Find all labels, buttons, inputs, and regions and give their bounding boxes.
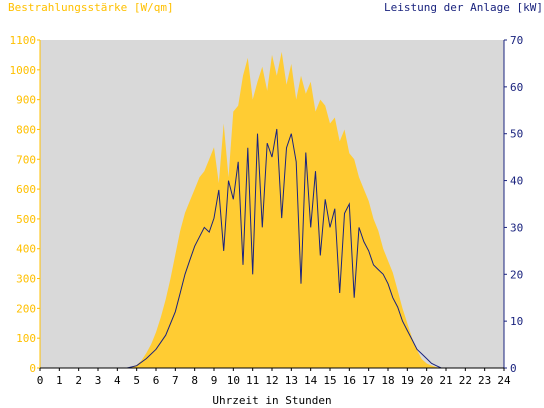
left-tick-label: 500 xyxy=(16,213,36,226)
left-tick-label: 800 xyxy=(16,123,36,136)
right-tick-label: 10 xyxy=(510,315,523,328)
x-tick-label: 16 xyxy=(343,374,356,387)
left-tick-label: 0 xyxy=(29,362,36,375)
x-axis-title: Uhrzeit in Stunden xyxy=(212,394,331,407)
x-tick-label: 4 xyxy=(114,374,121,387)
x-tick-label: 10 xyxy=(227,374,240,387)
right-axis-title: Leistung der Anlage [kW] xyxy=(384,1,543,14)
x-tick-label: 3 xyxy=(95,374,102,387)
right-tick-label: 0 xyxy=(510,362,517,375)
power-line xyxy=(40,128,504,369)
left-tick-label: 1000 xyxy=(10,64,37,77)
x-tick-label: 21 xyxy=(439,374,452,387)
x-tick-label: 23 xyxy=(478,374,491,387)
right-tick-label: 50 xyxy=(510,128,523,141)
irradiance-area xyxy=(40,51,504,369)
x-tick-label: 8 xyxy=(191,374,198,387)
x-tick-label: 2 xyxy=(75,374,82,387)
x-tick-label: 12 xyxy=(265,374,278,387)
left-tick-label: 400 xyxy=(16,243,36,256)
left-axis-title: Bestrahlungsstärke [W/qm] xyxy=(8,1,174,14)
right-tick-label: 40 xyxy=(510,175,523,188)
x-tick-label: 0 xyxy=(37,374,44,387)
left-tick-label: 600 xyxy=(16,183,36,196)
x-tick-label: 19 xyxy=(401,374,414,387)
x-tick-label: 1 xyxy=(56,374,63,387)
left-tick-label: 200 xyxy=(16,302,36,315)
x-tick-label: 24 xyxy=(497,374,511,387)
left-tick-label: 100 xyxy=(16,332,36,345)
right-tick-label: 20 xyxy=(510,268,523,281)
x-tick-label: 7 xyxy=(172,374,179,387)
x-tick-label: 13 xyxy=(285,374,298,387)
right-tick-label: 30 xyxy=(510,221,523,234)
right-tick-label: 60 xyxy=(510,81,523,94)
x-tick-label: 22 xyxy=(459,374,472,387)
x-tick-label: 9 xyxy=(211,374,218,387)
left-tick-label: 700 xyxy=(16,153,36,166)
x-tick-label: 17 xyxy=(362,374,375,387)
x-tick-label: 14 xyxy=(304,374,318,387)
x-tick-label: 6 xyxy=(153,374,160,387)
left-tick-label: 900 xyxy=(16,94,36,107)
right-tick-label: 70 xyxy=(510,34,523,47)
x-tick-label: 18 xyxy=(381,374,394,387)
x-tick-label: 11 xyxy=(246,374,259,387)
left-tick-label: 1100 xyxy=(10,34,37,47)
x-tick-label: 5 xyxy=(133,374,140,387)
x-tick-label: 15 xyxy=(323,374,336,387)
x-tick-label: 20 xyxy=(420,374,433,387)
left-tick-label: 300 xyxy=(16,273,36,286)
